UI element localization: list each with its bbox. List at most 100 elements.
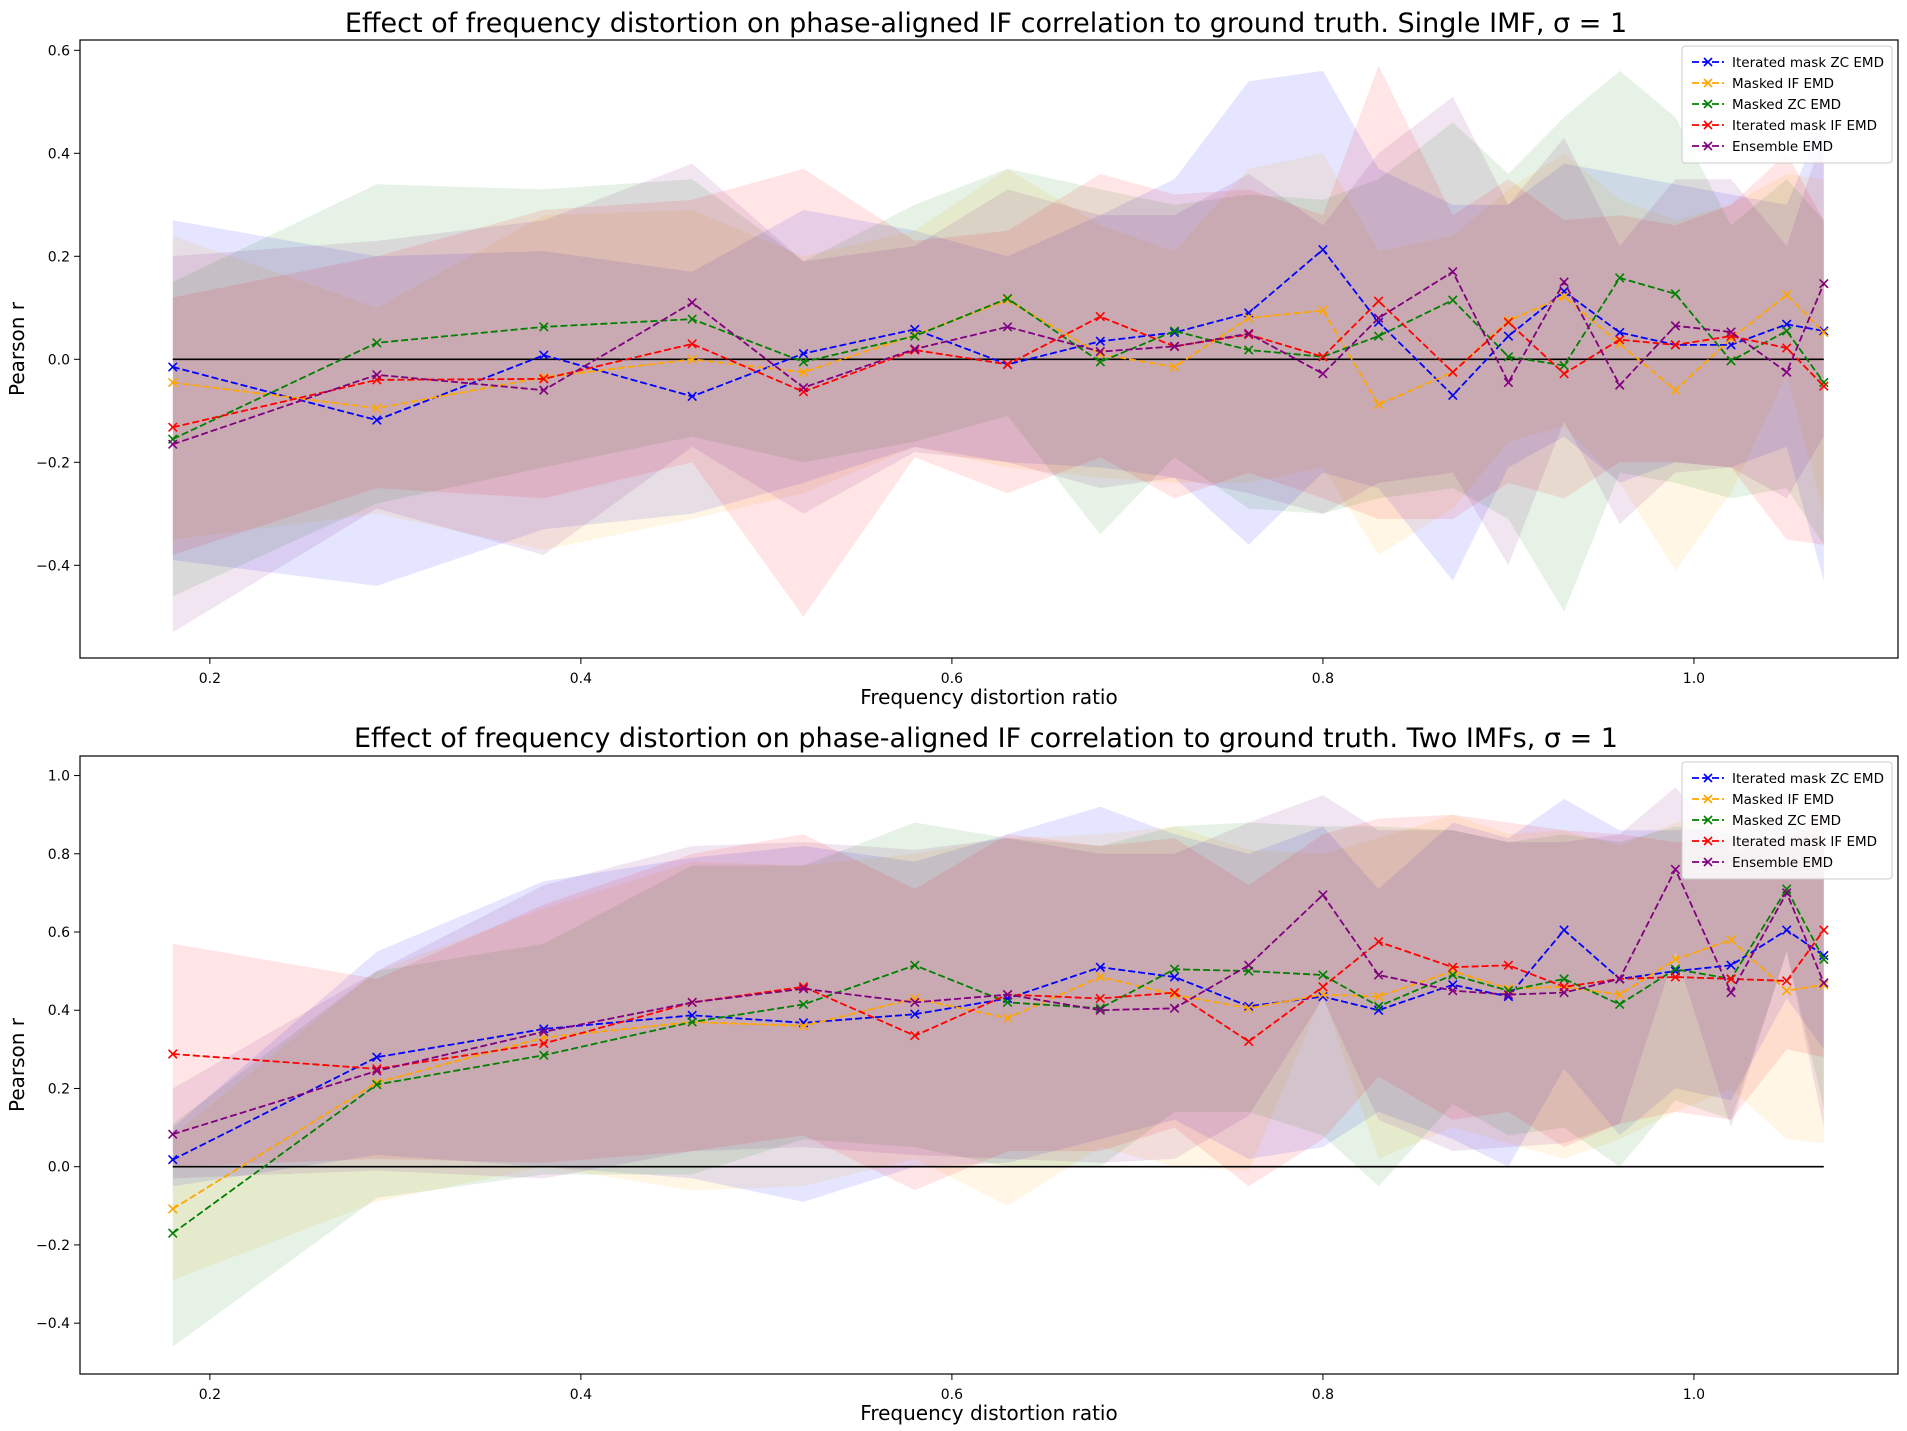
legend-label: Ensemble EMD [1732,139,1833,155]
series-line [172,299,1825,429]
data-point [539,1026,549,1037]
data-point [1819,954,1829,965]
y-tick-label: −0.4 [36,1316,70,1332]
legend-entry: Iterated mask ZC EMD [1692,55,1884,71]
data-point [1559,974,1569,984]
x-tick-label: 0.8 [1312,671,1334,687]
data-point [372,1052,382,1062]
data-point [1318,890,1328,900]
data-point [1002,997,1013,1008]
legend-entry: Iterated mask IF EMD [1692,118,1877,134]
legend-entry: Masked IF EMD [1692,792,1834,808]
data-point [1373,1001,1384,1012]
data-point [687,297,697,308]
data-point [539,322,549,332]
data-point [167,1154,178,1165]
band-series-1 [172,153,1824,571]
data-point [1095,311,1106,322]
chart-two-imfs: Effect of frequency distortion on phase-… [5,723,1899,1425]
legend-marker [1703,836,1713,846]
legend-marker [1703,815,1713,825]
data-point [1373,317,1384,327]
legend-label: Masked IF EMD [1732,76,1834,92]
data-point [798,367,809,377]
legend-entry: Ensemble EMD [1692,139,1833,155]
series-line [172,248,1824,422]
data-point [1002,1013,1013,1023]
data-point [1781,888,1792,898]
legend-entry: Iterated mask ZC EMD [1692,771,1884,787]
confidence-bands [172,65,1824,633]
data-point [1781,925,1792,935]
data-point [1726,935,1736,945]
data-point [798,386,809,397]
data-point [798,983,809,994]
y-tick-label: 1.0 [48,769,70,785]
data-point [1781,326,1792,336]
legend-label: Iterated mask ZC EMD [1732,55,1884,71]
data-point [910,344,920,354]
data-point [687,997,697,1008]
legend-entry: Ensemble EMD [1692,855,1833,871]
data-point [687,314,697,324]
y-tick-label: 0.4 [48,1003,70,1019]
legend-label: Iterated mask IF EMD [1732,118,1877,134]
data-point [167,362,178,372]
data-point [1819,381,1829,391]
data-point [1670,340,1681,350]
data-point [1503,351,1514,362]
legend-label: Masked ZC EMD [1732,97,1841,113]
band-series-2 [172,822,1824,1347]
data-point [1819,278,1829,289]
data-point [1243,1003,1254,1014]
legend-marker [1703,57,1713,67]
data-point [1503,315,1514,326]
x-tick-label: 0.2 [199,671,221,687]
x-tick-label: 1.0 [1683,1387,1705,1403]
data-point [1614,989,1625,1000]
data-point [1373,991,1384,1002]
y-axis-label: Pearson r [5,301,29,396]
data-point [1373,331,1384,341]
data-point [1318,991,1328,1002]
data-point [1318,244,1328,255]
chart-single-imf: Effect of frequency distortion on phase-… [5,8,1899,709]
data-point [372,1079,382,1090]
series-line [172,270,1825,446]
data-point [1243,313,1254,323]
plot-frame [79,755,1899,1375]
data-point [167,1204,178,1214]
x-tick-label: 1.0 [1683,671,1705,687]
legend-marker [1703,857,1713,867]
data-point [167,1129,178,1139]
data-point [1670,321,1681,331]
data-point [1095,1003,1106,1014]
data-point [1819,925,1829,935]
data-point [167,1228,178,1238]
data-point [372,338,382,348]
data-point [1002,295,1013,305]
data-point [1559,925,1569,935]
data-point [1503,377,1514,388]
band-series-4 [172,96,1824,633]
data-point [1169,326,1180,336]
x-tick-label: 0.4 [570,1387,592,1403]
data-point [687,1017,697,1027]
y-tick-label: 0.8 [48,847,70,863]
data-point [1095,993,1106,1004]
data-point [1448,966,1458,976]
data-point [372,403,382,413]
data-point [1243,328,1254,339]
data-point [1448,266,1458,277]
data-point [687,339,697,349]
legend-marker [1703,794,1713,804]
data-point [1781,367,1792,377]
y-tick-label: 0.0 [48,352,70,368]
data-point [372,415,382,425]
data-point [1781,976,1792,986]
data-point [1318,305,1328,316]
data-point [1819,377,1829,388]
data-point [1819,326,1829,336]
data-point [910,997,920,1008]
legend-marker [1703,99,1713,109]
